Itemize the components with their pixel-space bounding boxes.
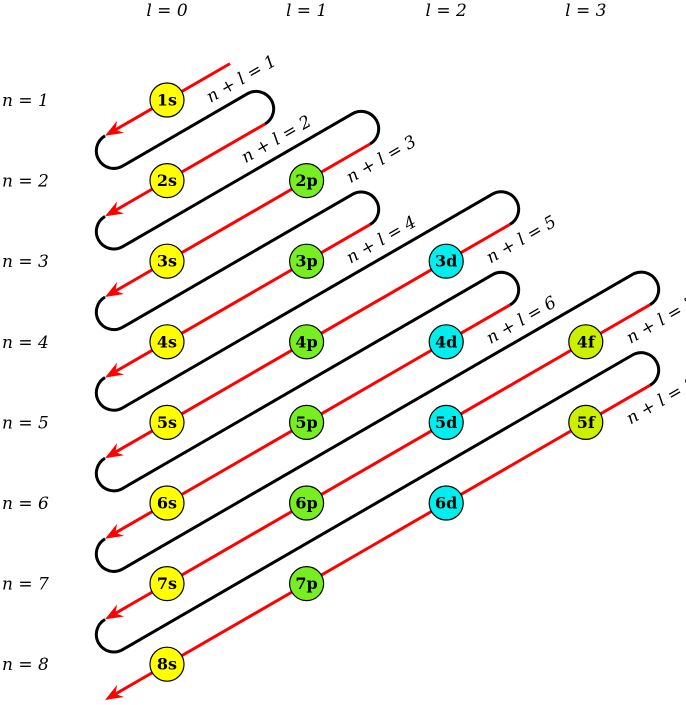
orbital-5d: 5d bbox=[428, 404, 464, 440]
orbital-label: 6d bbox=[435, 494, 457, 513]
diagonal-arrow-line bbox=[114, 303, 651, 615]
orbital-circle bbox=[568, 324, 604, 360]
orbitals: 1s 2s 3s 4s 5s 6s 7s 8s 2p 3p 4p 5p 6p 7p 3d 4d 5d 6d 4f 5f bbox=[149, 82, 604, 682]
orbital-label: 8s bbox=[157, 655, 177, 674]
row-label: n = 3 bbox=[2, 252, 49, 272]
orbital-label: 5d bbox=[435, 413, 457, 432]
connector-curve bbox=[94, 351, 661, 654]
orbital-circle bbox=[289, 324, 325, 360]
orbital-3d: 3d bbox=[428, 243, 464, 279]
orbital-label: 4d bbox=[435, 332, 457, 351]
orbital-circle bbox=[289, 243, 325, 279]
orbital-circle bbox=[568, 404, 604, 440]
orbital-circle bbox=[428, 404, 464, 440]
arrowhead-icon bbox=[105, 684, 125, 700]
orbital-1s: 1s bbox=[149, 82, 185, 118]
row-label: n = 6 bbox=[2, 494, 49, 514]
row-label: n = 4 bbox=[2, 333, 49, 353]
arrowhead-icon bbox=[105, 120, 125, 136]
orbital-7s: 7s bbox=[149, 565, 185, 602]
orbital-4f: 4f bbox=[568, 324, 604, 360]
connector-curve bbox=[94, 89, 276, 170]
connector-curve bbox=[94, 190, 521, 412]
orbital-circle bbox=[149, 485, 185, 521]
orbital-circle bbox=[289, 485, 325, 521]
orbital-label: 3s bbox=[157, 252, 177, 271]
column-label: l = 3 bbox=[565, 1, 606, 21]
arrowhead-icon bbox=[105, 523, 125, 539]
orbital-label: 4f bbox=[577, 332, 596, 351]
orbital-circle bbox=[428, 485, 464, 521]
diagonal-arrow-line bbox=[114, 384, 651, 696]
row-label: n = 7 bbox=[2, 575, 49, 595]
orbital-circle bbox=[149, 82, 185, 118]
orbital-label: 7p bbox=[295, 574, 317, 593]
orbital-8s: 8s bbox=[149, 646, 185, 682]
diagonal-label: n + l = 3 bbox=[343, 132, 420, 188]
connector-curve bbox=[94, 270, 521, 493]
connector-curve bbox=[94, 270, 661, 573]
orbital-circle bbox=[149, 163, 185, 199]
column-label: l = 1 bbox=[286, 1, 327, 21]
row-labels: n = 1 n = 2 n = 3 n = 4 n = 5 n = 6 n = 7 n = 8 bbox=[2, 91, 49, 675]
orbital-4d: 4d bbox=[428, 324, 464, 360]
orbital-5p: 5p bbox=[289, 404, 325, 440]
orbital-6p: 6p bbox=[289, 485, 325, 521]
orbital-4s: 4s bbox=[149, 324, 185, 360]
orbital-label: 2s bbox=[157, 171, 177, 190]
orbital-label: 7s bbox=[157, 574, 177, 593]
arrowhead-icon bbox=[105, 201, 125, 217]
orbital-6d: 6d bbox=[428, 485, 464, 521]
orbital-circle bbox=[428, 243, 464, 279]
orbital-circle bbox=[289, 404, 325, 440]
orbital-label: 5f bbox=[577, 413, 596, 432]
orbital-label: 3d bbox=[435, 252, 457, 271]
orbital-label: 1s bbox=[157, 91, 177, 110]
orbital-circle bbox=[149, 646, 185, 682]
column-label: l = 0 bbox=[146, 1, 187, 21]
orbital-5s: 5s bbox=[149, 404, 185, 440]
column-label: l = 2 bbox=[426, 1, 467, 21]
connector-curve bbox=[94, 190, 381, 332]
orbital-5f: 5f bbox=[568, 404, 604, 440]
orbital-label: 4s bbox=[157, 332, 177, 351]
row-label: n = 1 bbox=[2, 91, 49, 111]
orbital-label: 6p bbox=[295, 494, 317, 513]
orbital-2p: 2p bbox=[289, 163, 325, 199]
column-labels: l = 0 l = 1 l = 2 l = 3 bbox=[146, 1, 606, 21]
arrowhead-icon bbox=[105, 362, 125, 378]
orbital-label: 4p bbox=[295, 332, 317, 351]
row-label: n = 5 bbox=[2, 413, 49, 433]
orbital-label: 6s bbox=[157, 494, 177, 513]
orbital-label: 3p bbox=[295, 252, 317, 271]
orbital-label: 2p bbox=[295, 171, 317, 190]
orbital-circle bbox=[149, 324, 185, 360]
orbital-6s: 6s bbox=[149, 485, 185, 521]
connector-curve bbox=[94, 109, 381, 251]
arrowhead-icon bbox=[105, 604, 125, 620]
orbital-circle bbox=[149, 565, 185, 602]
diagonal-arrow-line bbox=[114, 122, 266, 212]
orbital-circle bbox=[428, 324, 464, 360]
orbital-3p: 3p bbox=[289, 243, 325, 279]
orbital-label: 5s bbox=[157, 413, 177, 432]
row-label: n = 8 bbox=[2, 655, 49, 675]
arrowhead-icon bbox=[105, 281, 125, 297]
orbital-2s: 2s bbox=[149, 163, 185, 199]
orbital-circle bbox=[289, 163, 325, 199]
arrowhead-icon bbox=[105, 443, 125, 459]
orbital-circle bbox=[149, 243, 185, 279]
orbital-4p: 4p bbox=[289, 324, 325, 360]
diagonal-label: n + l = 5 bbox=[483, 212, 560, 268]
orbital-label: 5p bbox=[295, 413, 317, 432]
orbital-7p: 7p bbox=[289, 565, 325, 602]
orbital-3s: 3s bbox=[149, 243, 185, 279]
row-label: n = 2 bbox=[2, 172, 49, 192]
orbital-circle bbox=[149, 404, 185, 440]
orbital-circle bbox=[289, 565, 325, 602]
